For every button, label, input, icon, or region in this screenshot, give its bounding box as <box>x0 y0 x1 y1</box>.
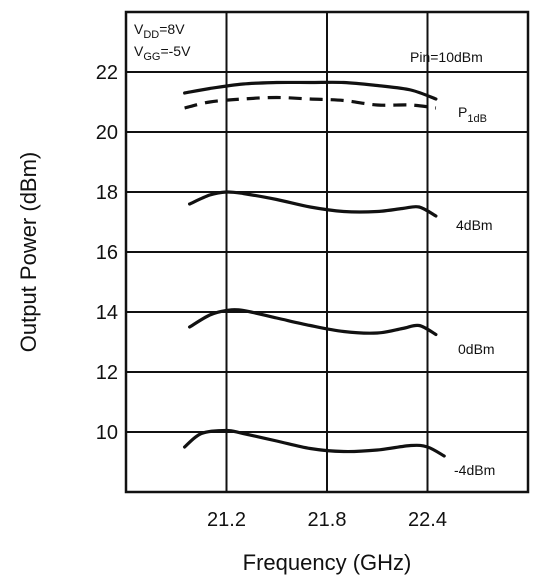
x-axis-title: Frequency (GHz) <box>243 550 412 575</box>
y-tick-label: 22 <box>96 62 118 84</box>
condition-subscript: DD <box>143 29 159 41</box>
bias-condition: VGG=-5V <box>134 43 191 63</box>
series-line <box>188 308 438 337</box>
condition-value: =8V <box>159 21 185 37</box>
series-labels: Pin=10dBm P1dB 4dBm 0dBm -4dBm <box>410 49 495 478</box>
series-layer <box>183 80 446 458</box>
condition-symbol: V <box>134 43 144 59</box>
series-line <box>183 80 438 101</box>
y-tick-label: 18 <box>96 182 118 204</box>
series-line <box>184 95 437 110</box>
condition-value: =-5V <box>160 43 191 59</box>
y-tick-label: 12 <box>96 362 118 384</box>
x-tick-labels: 21.2 21.8 22.4 <box>207 509 447 531</box>
series-label: -4dBm <box>454 462 495 478</box>
x-tick-label: 21.8 <box>308 509 347 531</box>
condition-symbol: V <box>134 21 144 37</box>
series-label-sub: 1dB <box>467 113 487 125</box>
series-label-main: P <box>458 104 467 120</box>
series-label: Pin=10dBm <box>410 49 483 65</box>
series-label: 0dBm <box>458 341 495 357</box>
series-line <box>183 428 446 458</box>
condition-subscript: GG <box>143 51 160 63</box>
series-label: P1dB <box>458 104 487 125</box>
grid-lines <box>126 12 528 492</box>
series-line <box>188 190 438 218</box>
y-tick-label: 10 <box>96 422 118 444</box>
y-axis-title: Output Power (dBm) <box>16 152 41 353</box>
y-tick-label: 16 <box>96 242 118 264</box>
plot-frame <box>124 10 530 494</box>
x-tick-label: 22.4 <box>408 509 447 531</box>
x-tick-label: 21.2 <box>207 509 246 531</box>
y-tick-label: 14 <box>96 302 118 324</box>
y-tick-labels: 10 12 14 16 18 20 22 <box>96 62 118 444</box>
bias-condition: VDD=8V <box>134 21 185 41</box>
y-tick-label: 20 <box>96 122 118 144</box>
series-label: 4dBm <box>456 217 493 233</box>
